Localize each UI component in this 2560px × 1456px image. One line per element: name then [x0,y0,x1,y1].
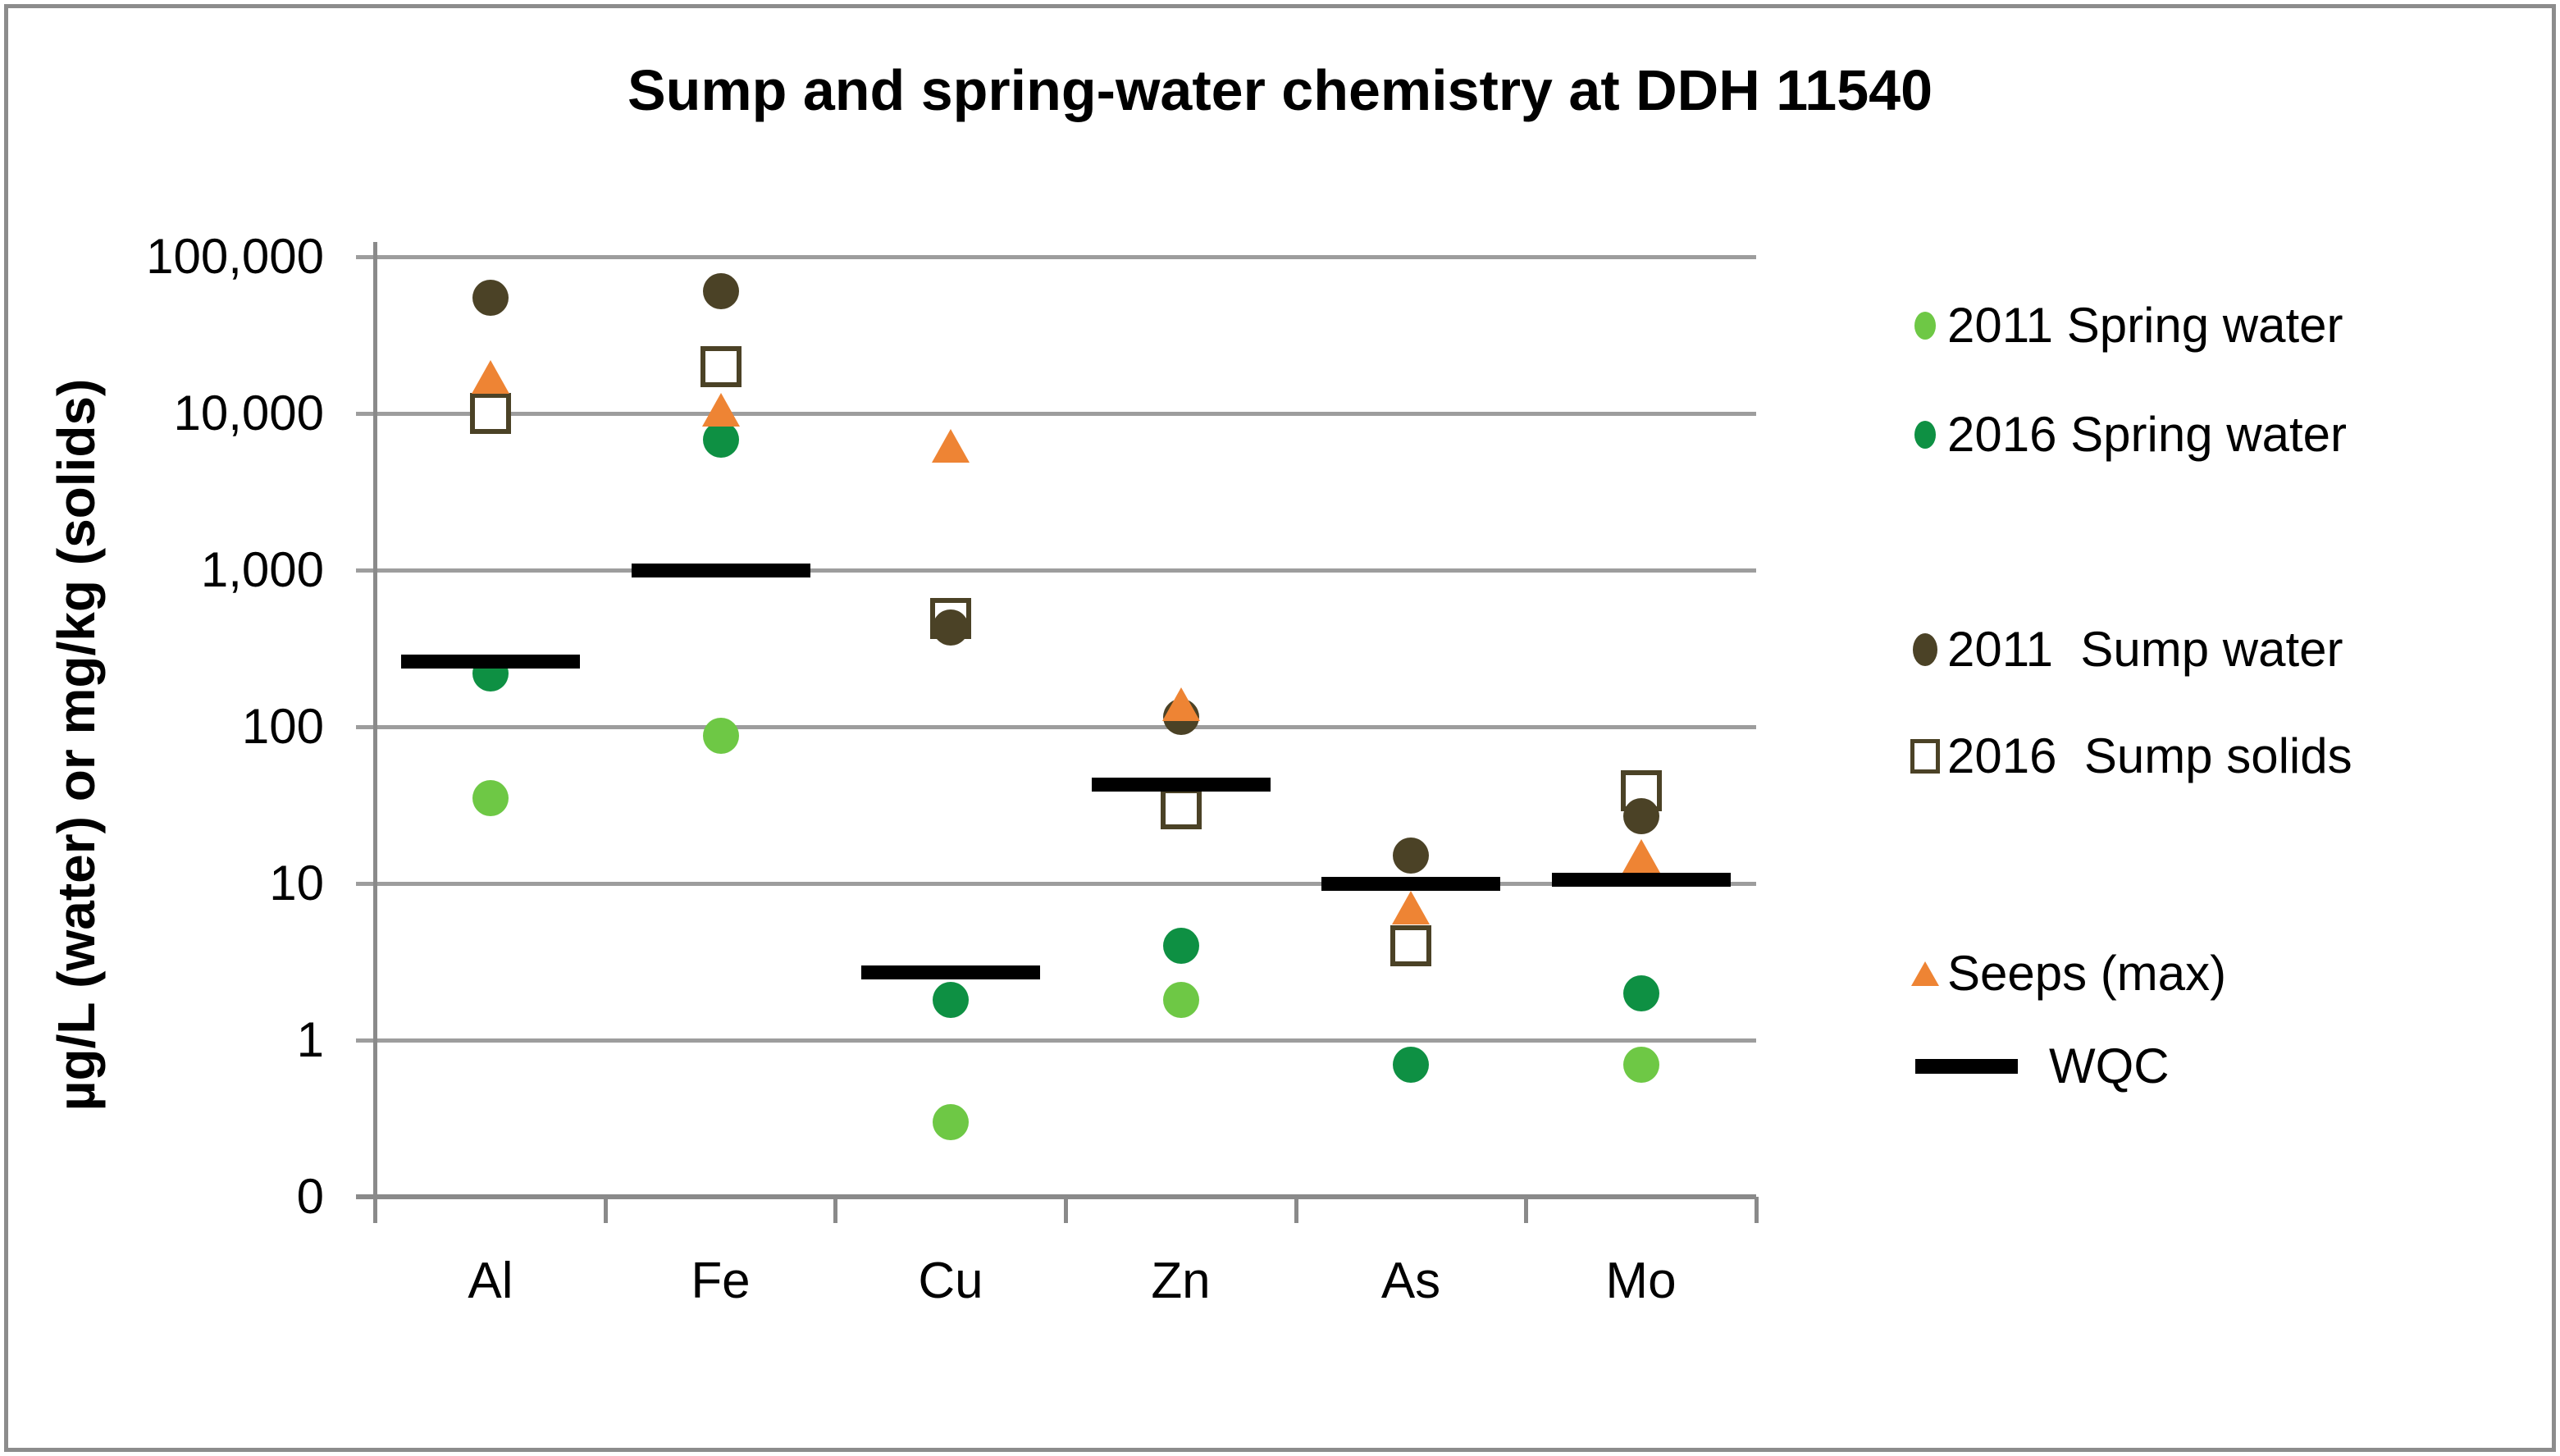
x-axis-tick [603,1197,608,1223]
marker-2016-spring-water-zn [1162,928,1199,964]
x-axis-tick [1524,1197,1529,1223]
gridline-1 [356,1038,1756,1043]
marker-2011-sump-water-fe [702,273,739,310]
legend-2011-spring-water-label: 2011 Spring water [1947,298,2343,353]
marker-2011-spring-water-zn [1162,982,1199,1019]
legend-wqc-label: WQC [2049,1038,2170,1093]
marker-2016-spring-water-mo [1622,974,1659,1011]
x-label-as: As [1380,1253,1441,1309]
marker-seeps-max--zn [1161,687,1200,721]
marker-2011-sump-water-al [472,279,509,316]
marker-2011-sump-water-as [1393,838,1429,874]
x-label-cu: Cu [918,1253,983,1309]
marker-wqc-cu [861,965,1040,980]
gridline-10 [356,882,1756,886]
gridline-10000 [356,412,1756,416]
legend-2016-spring-water-label: 2016 Spring water [1947,407,2347,462]
marker-2016-spring-water-as [1393,1046,1429,1083]
x-axis-tick [1755,1197,1759,1223]
y-tick-label-100: 100 [241,699,324,754]
legend-2011-spring-water-icon [1914,312,1936,340]
marker-wqc-as [1321,876,1500,891]
marker-2016-spring-water-fe [702,421,739,458]
marker-wqc-zn [1091,777,1271,792]
gridline-0 [356,1194,1756,1199]
marker-2016-sump-solids-fe [700,345,742,387]
gridline-100000 [356,255,1756,259]
legend-2011-sump-water-label: 2011 Sump water [1947,622,2343,677]
legend-2016-spring-water-icon [1914,421,1936,449]
x-label-mo: Mo [1605,1253,1677,1309]
y-tick-label-1: 1 [296,1012,324,1067]
marker-seeps-max--cu [932,429,970,463]
y-tick-label-10: 10 [269,856,324,911]
y-axis-line [373,242,377,1217]
legend-2016-sump-solids-label: 2016 Sump solids [1947,728,2352,783]
marker-2011-spring-water-mo [1622,1046,1659,1083]
marker-seeps-max--fe [701,393,740,427]
marker-2016-sump-solids-al [470,393,511,434]
y-tick-label-100000: 100,000 [146,229,324,284]
marker-seeps-max--as [1392,891,1430,925]
marker-seeps-max--al [472,360,509,395]
marker-2016-sump-solids-as [1390,925,1431,966]
marker-seeps-max--mo [1622,838,1660,873]
marker-2011-spring-water-cu [933,1103,969,1140]
marker-2011-spring-water-al [472,780,509,817]
gridline-100 [356,725,1756,729]
x-axis-tick [373,1197,377,1223]
y-tick-label-1000: 1,000 [200,542,324,597]
y-tick-label-10000: 10,000 [173,386,324,440]
marker-wqc-al [401,655,580,669]
x-axis-tick [1064,1197,1068,1223]
x-label-al: Al [468,1253,513,1309]
marker-2016-spring-water-cu [933,982,969,1019]
legend-seeps-max--icon [1911,961,1939,986]
marker-2011-spring-water-fe [702,717,739,754]
gridline-1000 [356,568,1756,573]
legend-2011-sump-water-icon [1913,633,1937,666]
x-label-zn: Zn [1151,1253,1211,1309]
marker-wqc-mo [1551,873,1731,888]
legend-2016-sump-solids-icon [1910,739,1940,774]
marker-wqc-fe [631,563,810,577]
x-axis-tick [833,1197,838,1223]
y-tick-label-0: 0 [296,1169,324,1224]
x-label-fe: Fe [691,1253,751,1309]
legend-seeps-max--label: Seeps (max) [1947,946,2227,1001]
marker-2011-sump-water-cu [933,609,969,646]
marker-2011-sump-water-mo [1622,797,1659,834]
legend-wqc-icon [1915,1059,2018,1074]
x-axis-tick [1294,1197,1298,1223]
chart-title: Sump and spring-water chemistry at DDH 1… [627,58,1933,122]
